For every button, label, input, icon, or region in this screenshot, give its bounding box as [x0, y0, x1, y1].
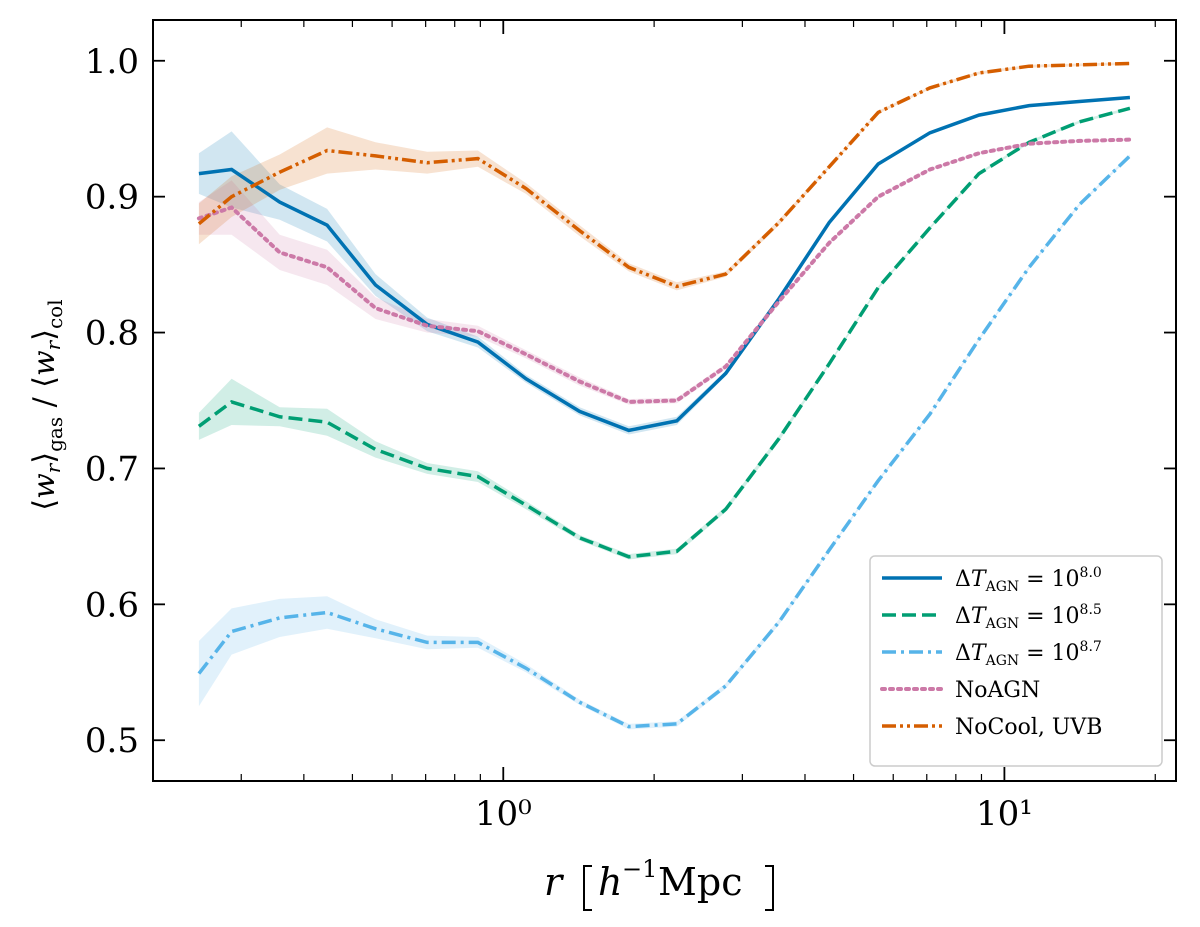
band-series-3	[198, 138, 1130, 405]
axis-tick-labels: 0.5 0.6 0.7 0.8 0.9 1.0 10⁰ 10¹	[85, 42, 1033, 834]
svg-text:h: h	[598, 860, 622, 904]
series-lines	[196, 61, 1132, 729]
axis-ticks	[152, 20, 1176, 781]
svg-text:⟨wr⟩gas / ⟨wr⟩col: ⟨wr⟩gas / ⟨wr⟩col	[27, 299, 67, 510]
legend-label-0: ΔTAGN = 108.0	[955, 565, 1102, 595]
line-series-4	[197, 61, 1130, 289]
legend-label-3: NoAGN	[955, 678, 1040, 703]
plot-frame	[152, 19, 1177, 782]
y-axis-label: ⟨wr⟩gas / ⟨wr⟩col	[27, 299, 67, 510]
svg-text:Mpc: Mpc	[658, 860, 743, 904]
legend: ΔTAGN = 108.0 ΔTAGN = 108.5 ΔTAGN = 108.7 N…	[869, 555, 1163, 767]
line-series-2	[197, 154, 1132, 729]
band-series-4	[198, 62, 1130, 291]
x-tick-label: 10⁰	[475, 794, 532, 834]
legend-label-4: NoCool, UVB	[955, 715, 1102, 740]
y-tick-label: 0.7	[85, 449, 139, 489]
svg-text:r: r	[544, 860, 565, 904]
line-series-1	[197, 106, 1131, 559]
y-tick-label: 1.0	[85, 42, 139, 82]
line-series-0	[198, 95, 1131, 433]
y-tick-label: 0.8	[85, 314, 139, 354]
y-tick-label: 0.9	[85, 178, 139, 218]
legend-label-2: ΔTAGN = 108.7	[955, 639, 1102, 669]
x-tick-label: 10¹	[976, 794, 1033, 834]
legend-box	[869, 555, 1163, 767]
line-series-3	[196, 137, 1132, 404]
legend-label-1: ΔTAGN = 108.5	[955, 602, 1102, 632]
x-axis-label: r h −1 Mpc	[544, 855, 774, 911]
y-tick-label: 0.5	[85, 721, 139, 761]
band-series-1	[198, 107, 1130, 560]
y-tick-label: 0.6	[85, 585, 139, 625]
svg-text:−1: −1	[622, 855, 657, 883]
